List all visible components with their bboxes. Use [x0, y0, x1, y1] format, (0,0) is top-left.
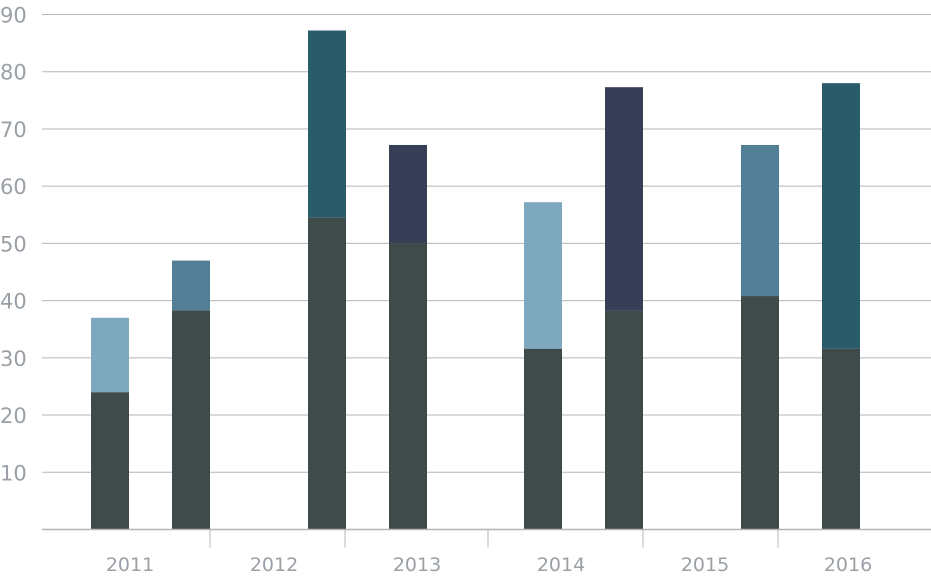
bar-top-segment	[741, 144, 779, 297]
x-tick-label: 2013	[393, 554, 441, 576]
bar-base-segment	[605, 310, 643, 530]
bar-top-segment	[524, 202, 562, 349]
bar-base-segment	[172, 310, 210, 530]
bars	[91, 30, 860, 530]
y-axis-ticks: 10 20 30 40 50 60 70 80 90	[0, 4, 27, 486]
bar-base-segment	[91, 392, 129, 530]
y-tick-label: 70	[0, 118, 27, 142]
y-tick-label: 80	[0, 61, 27, 85]
bar-base-segment	[741, 296, 779, 530]
y-tick-label: 60	[0, 175, 27, 199]
y-tick-label: 30	[0, 347, 27, 371]
bar-base-segment	[308, 217, 346, 530]
bar-top-segment	[389, 144, 427, 244]
x-tick-label: 2015	[681, 554, 729, 576]
bar-top-segment	[91, 317, 129, 393]
x-tick-label: 2012	[250, 554, 298, 576]
y-tick-label: 50	[0, 232, 27, 256]
x-axis: 2011 2012 2013 2014 2015 2016	[42, 528, 931, 576]
x-tick-label: 2016	[824, 554, 872, 576]
x-tick-label: 2014	[537, 554, 585, 576]
bar-base-segment	[822, 348, 860, 530]
bar-top-segment	[822, 83, 860, 349]
y-tick-label: 40	[0, 290, 27, 314]
bar-base-segment	[524, 348, 562, 530]
x-tick-label: 2011	[106, 554, 154, 576]
bar-top-segment	[605, 87, 643, 311]
bar-top-segment	[172, 260, 210, 311]
bar-base-segment	[389, 243, 427, 530]
bar-top-segment	[308, 30, 346, 218]
y-tick-label: 90	[0, 4, 27, 28]
y-tick-label: 20	[0, 404, 27, 428]
y-tick-label: 10	[0, 461, 27, 485]
